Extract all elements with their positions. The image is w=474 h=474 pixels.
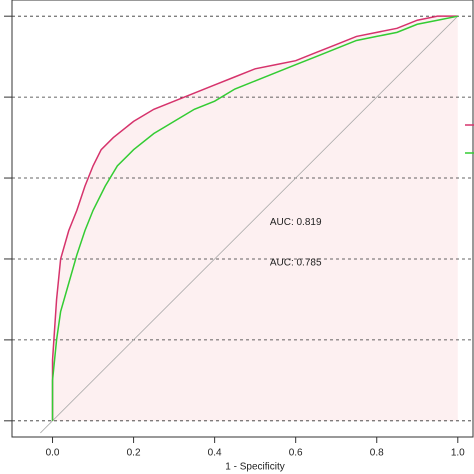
plot-frame: [11, 0, 474, 438]
x-tick-label: 0.0: [46, 448, 60, 459]
roc-curve: [51, 15, 458, 421]
roc-curve: [51, 15, 458, 421]
x-tick-label: 0.8: [370, 448, 384, 459]
x-tick-label: 0.4: [208, 448, 222, 459]
x-tick-label: 0.6: [289, 448, 303, 459]
x-axis-title: 1 - Specificity: [225, 462, 284, 473]
x-tick-label: 0.2: [127, 448, 141, 459]
reference-line: [40, 15, 459, 434]
x-tick-label: 1.0: [451, 448, 465, 459]
auc-label: AUC: 0.785: [270, 258, 322, 269]
auc-label: AUC: 0.819: [270, 217, 322, 228]
